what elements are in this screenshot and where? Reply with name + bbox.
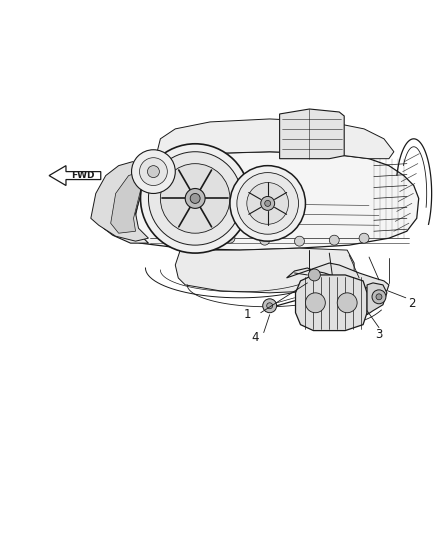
Polygon shape [279,109,344,159]
Circle shape [261,197,275,211]
Circle shape [372,290,386,304]
Circle shape [148,152,242,245]
Text: 4: 4 [251,331,258,344]
Circle shape [305,293,325,313]
Circle shape [185,189,205,208]
Circle shape [237,173,298,234]
Circle shape [225,233,235,243]
Polygon shape [49,166,101,185]
Circle shape [230,166,305,241]
Circle shape [141,144,250,253]
Circle shape [148,166,159,177]
Circle shape [265,200,271,206]
Circle shape [160,164,230,233]
Text: 3: 3 [375,328,383,341]
Circle shape [359,233,369,243]
Text: 2: 2 [408,297,416,310]
Circle shape [131,150,175,193]
Polygon shape [155,119,394,159]
Text: FWD: FWD [71,171,95,180]
Polygon shape [111,172,144,233]
Circle shape [376,294,382,300]
Polygon shape [367,283,387,314]
Text: 1: 1 [244,308,251,321]
Polygon shape [296,275,367,330]
Circle shape [140,158,167,185]
Circle shape [267,303,273,309]
Circle shape [337,293,357,313]
Circle shape [263,299,277,313]
Polygon shape [101,159,155,243]
Circle shape [247,182,289,224]
Polygon shape [91,161,148,241]
Circle shape [329,235,339,245]
Circle shape [308,269,320,281]
Polygon shape [175,248,354,293]
Polygon shape [101,152,419,250]
Circle shape [190,193,200,204]
Circle shape [260,235,270,245]
Circle shape [294,236,304,246]
Polygon shape [286,263,389,291]
